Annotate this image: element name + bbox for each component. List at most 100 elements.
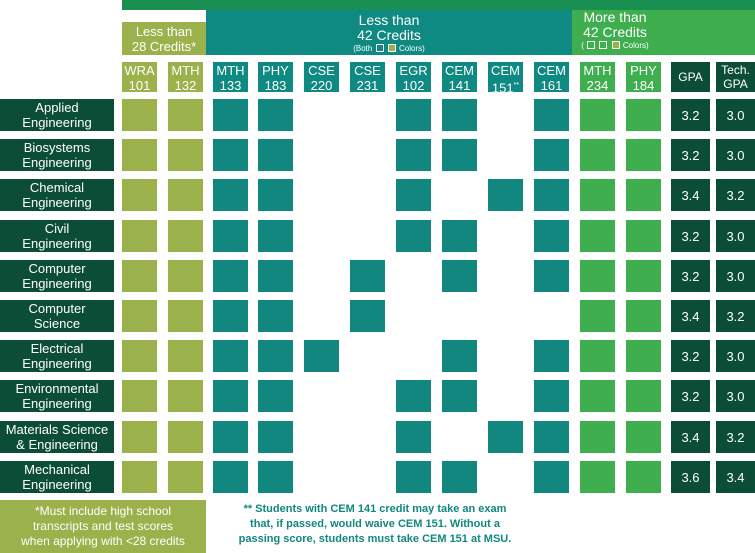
requirement-cell <box>580 179 615 211</box>
requirement-cell <box>580 380 615 412</box>
requirement-cell <box>488 421 523 453</box>
group-header-lt42-title: Less than 42 Credits <box>357 12 421 43</box>
requirement-cell <box>534 99 569 131</box>
requirement-cell <box>442 99 477 131</box>
requirement-cell <box>168 99 203 131</box>
requirement-cell <box>258 260 293 292</box>
requirement-cell <box>168 260 203 292</box>
requirement-cell <box>258 139 293 171</box>
requirement-cell <box>396 380 431 412</box>
requirement-cell <box>534 260 569 292</box>
requirement-cell <box>442 340 477 372</box>
course-header: PHY 183 <box>258 62 293 93</box>
requirement-cell <box>122 260 157 292</box>
green-swatch-icon <box>587 41 596 49</box>
requirement-cell <box>626 179 661 211</box>
tech-gpa-value: 3.2 <box>716 300 755 332</box>
course-header: CEM 141 <box>442 62 477 93</box>
tech-gpa-value: 3.2 <box>716 421 755 453</box>
group-header-lt28-title: Less than 28 Credits* <box>131 24 197 54</box>
requirement-cell <box>580 461 615 493</box>
requirement-cell <box>580 260 615 292</box>
gpa-value: 3.2 <box>671 380 710 412</box>
footnote-credits-text: *Must include high school transcripts an… <box>21 504 185 548</box>
major-label: Materials Science & Engineering <box>0 421 114 453</box>
major-label: Civil Engineering <box>0 220 114 252</box>
requirement-cell <box>122 340 157 372</box>
gpa-value: 3.2 <box>671 220 710 252</box>
requirement-cell <box>534 220 569 252</box>
requirement-cell <box>258 461 293 493</box>
requirement-cell <box>442 139 477 171</box>
requirement-cell <box>213 300 248 332</box>
tech-gpa-value: 3.0 <box>716 380 755 412</box>
group-header-gt42-legend: ( Colors) <box>581 41 649 50</box>
requirement-cell <box>304 340 339 372</box>
gpa-value: 3.4 <box>671 300 710 332</box>
olive-swatch-icon <box>611 41 620 49</box>
requirement-cell <box>213 139 248 171</box>
requirement-cell <box>626 340 661 372</box>
requirement-cell <box>626 461 661 493</box>
footnote-credits: *Must include high school transcripts an… <box>0 500 206 553</box>
gpa-header: GPA <box>671 62 710 92</box>
requirement-cell <box>534 139 569 171</box>
requirement-cell <box>580 340 615 372</box>
requirement-cell <box>396 461 431 493</box>
requirement-cell <box>626 139 661 171</box>
requirement-cell <box>534 380 569 412</box>
requirement-cell <box>168 340 203 372</box>
group-header-gt42: More than 42 Credits ( Colors) <box>572 10 755 55</box>
major-label: Mechanical Engineering <box>0 461 114 493</box>
footnote-cem151: ** Students with CEM 141 credit may take… <box>208 502 542 552</box>
course-header: CSE 220 <box>304 62 339 93</box>
gpa-value: 3.4 <box>671 421 710 453</box>
group-header-lt42-legend: (Both Colors) <box>353 44 425 53</box>
major-label: Environmental Engineering <box>0 380 114 412</box>
requirement-cell <box>168 421 203 453</box>
requirement-cell <box>534 421 569 453</box>
tech-gpa-value: 3.4 <box>716 461 755 493</box>
major-label: Computer Engineering <box>0 260 114 292</box>
requirement-cell <box>122 179 157 211</box>
requirement-cell <box>626 380 661 412</box>
tech-gpa-value: 3.0 <box>716 99 755 131</box>
requirement-cell <box>122 99 157 131</box>
requirement-cell <box>626 300 661 332</box>
requirement-cell <box>168 220 203 252</box>
requirement-cell <box>213 380 248 412</box>
requirement-cell <box>626 421 661 453</box>
requirement-cell <box>580 300 615 332</box>
requirement-cell <box>396 421 431 453</box>
requirement-cell <box>350 300 385 332</box>
requirement-cell <box>258 220 293 252</box>
group-header-gt42-title: More than 42 Credits <box>583 9 647 40</box>
requirement-cell <box>168 380 203 412</box>
requirement-cell <box>396 139 431 171</box>
requirement-cell <box>258 179 293 211</box>
course-header: PHY 184 <box>626 62 661 93</box>
major-label: Biosystems Engineering <box>0 139 114 171</box>
course-header: MTH 234 <box>580 62 615 93</box>
requirement-cell <box>580 99 615 131</box>
requirement-cell <box>122 421 157 453</box>
requirement-cell <box>258 380 293 412</box>
course-header: EGR 102 <box>396 62 431 93</box>
requirement-cell <box>168 300 203 332</box>
requirement-cell <box>442 461 477 493</box>
requirement-cell <box>122 220 157 252</box>
gpa-value: 3.2 <box>671 139 710 171</box>
course-header: MTH 132 <box>168 62 203 93</box>
olive-swatch-icon <box>387 44 396 52</box>
requirement-cell <box>442 220 477 252</box>
tech-gpa-value: 3.0 <box>716 340 755 372</box>
requirement-cell <box>442 380 477 412</box>
requirement-cell <box>396 99 431 131</box>
requirement-cell <box>488 179 523 211</box>
requirement-cell <box>213 260 248 292</box>
header-top-bar <box>122 0 755 10</box>
requirement-cell <box>122 139 157 171</box>
tech-gpa-value: 3.0 <box>716 260 755 292</box>
requirement-cell <box>258 340 293 372</box>
requirement-cell <box>442 260 477 292</box>
